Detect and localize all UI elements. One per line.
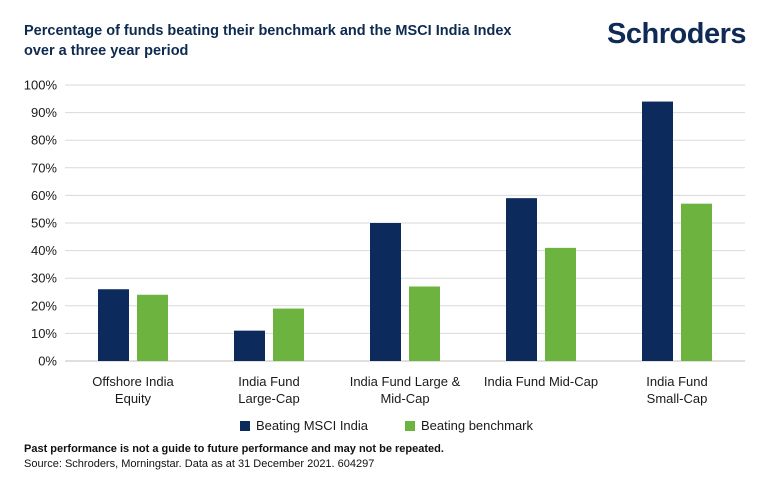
bar-benchmark xyxy=(409,286,440,361)
y-tick-label: 80% xyxy=(31,133,57,148)
x-tick-label: India Fund Large & Mid-Cap xyxy=(350,374,461,406)
y-tick-label: 40% xyxy=(31,243,57,258)
legend-item-series-1: Beating MSCI India xyxy=(240,418,368,433)
y-tick-label: 100% xyxy=(24,78,58,93)
bar-benchmark xyxy=(545,247,576,361)
legend-label-series-2: Beating benchmark xyxy=(421,418,534,433)
bar-msci xyxy=(642,101,673,361)
schroders-logo: Schroders xyxy=(607,18,746,50)
legend-item-series-2: Beating benchmark xyxy=(405,418,533,433)
title-line-2: over a three year period xyxy=(24,43,189,59)
bar-benchmark xyxy=(137,294,168,361)
disclaimer: Past performance is not a guide to futur… xyxy=(24,443,444,455)
x-tick-label: Offshore India Equity xyxy=(92,374,174,406)
bar-benchmark xyxy=(681,203,712,361)
y-tick-label: 70% xyxy=(31,160,57,175)
title-line-1: Percentage of funds beating their benchm… xyxy=(24,23,512,39)
x-tick-label: India Fund Small-Cap xyxy=(646,374,707,406)
source-note: Source: Schroders, Morningstar. Data as … xyxy=(24,458,375,470)
bar-msci xyxy=(98,289,129,361)
y-tick-label: 0% xyxy=(38,354,57,369)
bar-msci xyxy=(506,198,537,361)
y-tick-label: 20% xyxy=(31,298,57,313)
bar-msci xyxy=(234,330,265,361)
bar-msci xyxy=(370,223,401,361)
y-tick-label: 50% xyxy=(31,216,57,231)
legend-label-series-1: Beating MSCI India xyxy=(256,418,369,433)
x-tick-label: India Fund Mid-Cap xyxy=(484,374,598,389)
chart-legend: Beating MSCI India Beating benchmark xyxy=(0,418,770,436)
legend-swatch-series-1 xyxy=(240,420,250,431)
chart-title: Percentage of funds beating their benchm… xyxy=(24,21,544,61)
bar-benchmark xyxy=(273,308,304,361)
y-tick-label: 60% xyxy=(31,188,57,203)
footnote: Past performance is not a guide to futur… xyxy=(24,442,444,472)
legend-swatch-series-2 xyxy=(405,420,415,431)
y-tick-label: 10% xyxy=(31,326,57,341)
y-tick-label: 30% xyxy=(31,271,57,286)
x-tick-label: India Fund Large-Cap xyxy=(238,374,299,406)
y-tick-label: 90% xyxy=(31,105,57,120)
